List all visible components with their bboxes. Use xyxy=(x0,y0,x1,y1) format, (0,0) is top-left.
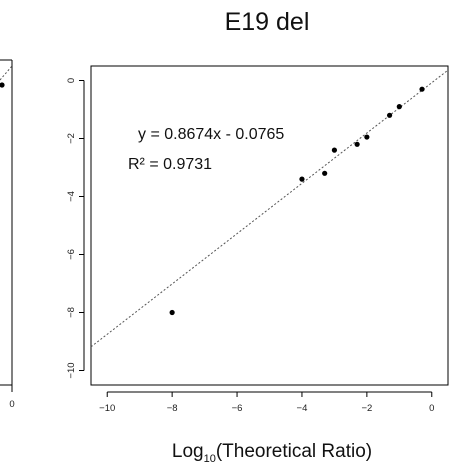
data-point xyxy=(322,170,328,176)
y-tick-label: −4 xyxy=(66,191,77,202)
data-point xyxy=(331,147,338,153)
data-point xyxy=(386,112,393,118)
x-tick-label: −8 xyxy=(167,403,178,414)
regression-equation: y = 0.8674x - 0.0765 xyxy=(138,126,284,143)
x-tick-label: −6 xyxy=(232,403,243,414)
y-tick-label: −6 xyxy=(66,249,77,260)
x-tick-label: −10 xyxy=(99,403,115,414)
data-point xyxy=(169,309,175,316)
y-tick-label: −2 xyxy=(66,133,77,144)
left-panel-x-tick-label: 0 xyxy=(9,399,14,410)
data-point xyxy=(354,141,360,147)
x-axis: −10 −8 −6 −4 −2 0 xyxy=(99,391,434,414)
left-partial-panel: 0 xyxy=(0,59,15,410)
x-tick-label: −2 xyxy=(361,403,372,414)
y-tick-label: −10 xyxy=(66,362,77,378)
chart-title: E19 del xyxy=(225,8,310,36)
plot-frame xyxy=(90,65,449,386)
data-point xyxy=(299,176,305,182)
left-panel-data-point xyxy=(0,82,5,88)
data-point xyxy=(364,134,370,140)
data-point xyxy=(396,104,402,110)
data-points-group xyxy=(169,86,425,316)
r-squared-value: R² = 0.9731 xyxy=(128,156,212,173)
x-tick-label: −4 xyxy=(297,403,308,414)
y-tick-label: −8 xyxy=(66,307,77,318)
fit-line xyxy=(90,69,449,348)
x-axis-label-suffix: (Theoretical Ratio) xyxy=(216,441,372,462)
data-point xyxy=(419,86,425,92)
y-axis: 0 −2 −4 −6 −8 −10 xyxy=(66,78,85,379)
x-axis-label-subscript: 10 xyxy=(204,453,216,465)
fit-line-group xyxy=(90,69,449,348)
x-axis-label-prefix: Log xyxy=(172,441,204,462)
plot-border xyxy=(90,65,449,386)
y-tick-label: 0 xyxy=(66,78,77,83)
x-tick-label: 0 xyxy=(429,403,434,414)
left-panel-fit-line xyxy=(0,65,13,81)
x-axis-label: Log10(Theoretical Ratio) xyxy=(172,441,372,465)
